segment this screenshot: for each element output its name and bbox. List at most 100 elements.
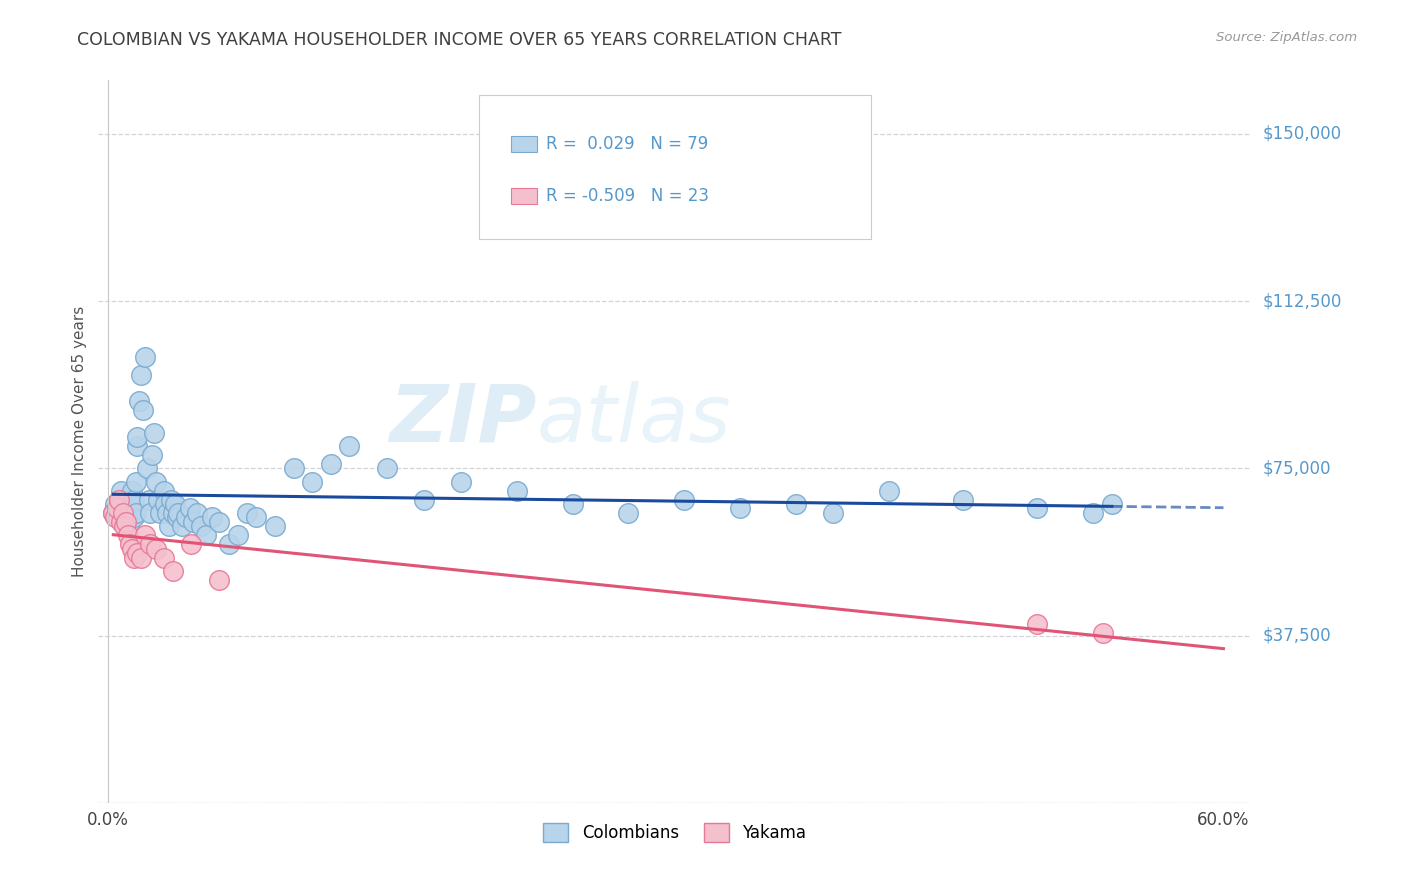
Point (163, 497, 186, 511)
Point (139, 537, 162, 551)
Point (162, 564, 184, 578)
Point (162, 506, 184, 520)
Point (617, 506, 640, 520)
Point (103, 506, 125, 520)
Point (121, 497, 143, 511)
Point (245, 510, 267, 524)
Point (139, 506, 162, 520)
Point (129, 550, 152, 565)
Point (132, 403, 155, 417)
Point (110, 515, 132, 529)
Point (143, 425, 166, 440)
Point (301, 475, 323, 489)
Point (127, 546, 149, 560)
Point (122, 510, 145, 524)
Point (208, 573, 231, 587)
Point (129, 368, 152, 382)
Point (117, 492, 139, 507)
Point (155, 497, 177, 511)
Point (226, 528, 249, 542)
Point (264, 519, 287, 533)
Point (506, 483, 529, 498)
Point (111, 506, 134, 520)
Point (375, 461, 398, 475)
Point (108, 492, 131, 507)
Text: $150,000: $150,000 (1263, 125, 1341, 143)
Point (114, 515, 136, 529)
Point (128, 394, 150, 409)
Point (134, 350, 156, 364)
Point (172, 519, 194, 533)
Text: R =  0.029   N = 79: R = 0.029 N = 79 (546, 135, 709, 153)
FancyBboxPatch shape (512, 136, 537, 152)
Text: $37,500: $37,500 (1263, 626, 1331, 645)
Text: ZIP: ZIP (389, 381, 537, 458)
Point (156, 506, 179, 520)
Y-axis label: Householder Income Over 65 years: Householder Income Over 65 years (72, 306, 87, 577)
FancyBboxPatch shape (512, 188, 537, 204)
Point (122, 492, 145, 507)
Point (339, 439, 361, 453)
Point (115, 501, 138, 516)
Point (561, 497, 583, 511)
Point (1091, 626, 1114, 640)
Point (117, 528, 139, 542)
Point (190, 519, 212, 533)
Point (174, 510, 197, 524)
Point (111, 506, 134, 520)
Text: Source: ZipAtlas.com: Source: ZipAtlas.com (1216, 31, 1357, 45)
Point (179, 501, 201, 516)
Point (785, 497, 807, 511)
FancyBboxPatch shape (479, 95, 870, 239)
Point (152, 550, 174, 565)
Point (283, 461, 305, 475)
Point (121, 483, 143, 498)
Point (122, 550, 145, 565)
Point (115, 510, 138, 524)
Point (108, 492, 131, 507)
Point (118, 506, 141, 520)
Legend: Colombians, Yakama: Colombians, Yakama (537, 816, 813, 848)
Text: R = -0.509   N = 23: R = -0.509 N = 23 (546, 187, 709, 205)
Point (673, 492, 696, 507)
Point (117, 506, 139, 520)
Point (111, 492, 134, 507)
Text: COLOMBIAN VS YAKAMA HOUSEHOLDER INCOME OVER 65 YEARS CORRELATION CHART: COLOMBIAN VS YAKAMA HOUSEHOLDER INCOME O… (77, 31, 842, 49)
Point (138, 492, 160, 507)
Point (450, 475, 472, 489)
Point (1083, 506, 1105, 520)
Point (149, 506, 172, 520)
Point (121, 541, 143, 556)
Point (114, 519, 136, 533)
Point (141, 448, 163, 462)
Point (135, 461, 157, 475)
Point (115, 515, 138, 529)
Point (160, 492, 183, 507)
Point (877, 483, 900, 498)
Text: $75,000: $75,000 (1263, 459, 1331, 477)
Point (108, 510, 131, 524)
Point (1101, 497, 1123, 511)
Point (167, 506, 190, 520)
Point (412, 492, 434, 507)
Point (118, 515, 141, 529)
Point (208, 515, 231, 529)
Point (728, 501, 751, 516)
Point (218, 537, 240, 551)
Text: $112,500: $112,500 (1263, 292, 1341, 310)
Point (1026, 501, 1049, 516)
Point (952, 492, 974, 507)
Point (195, 528, 218, 542)
Text: atlas: atlas (537, 381, 731, 458)
Point (105, 501, 128, 516)
Point (134, 528, 156, 542)
Point (319, 457, 342, 471)
Point (181, 515, 204, 529)
Point (180, 537, 202, 551)
Point (145, 475, 167, 489)
Point (146, 492, 169, 507)
Point (118, 537, 141, 551)
Point (157, 519, 180, 533)
Point (105, 501, 128, 516)
Point (124, 506, 146, 520)
